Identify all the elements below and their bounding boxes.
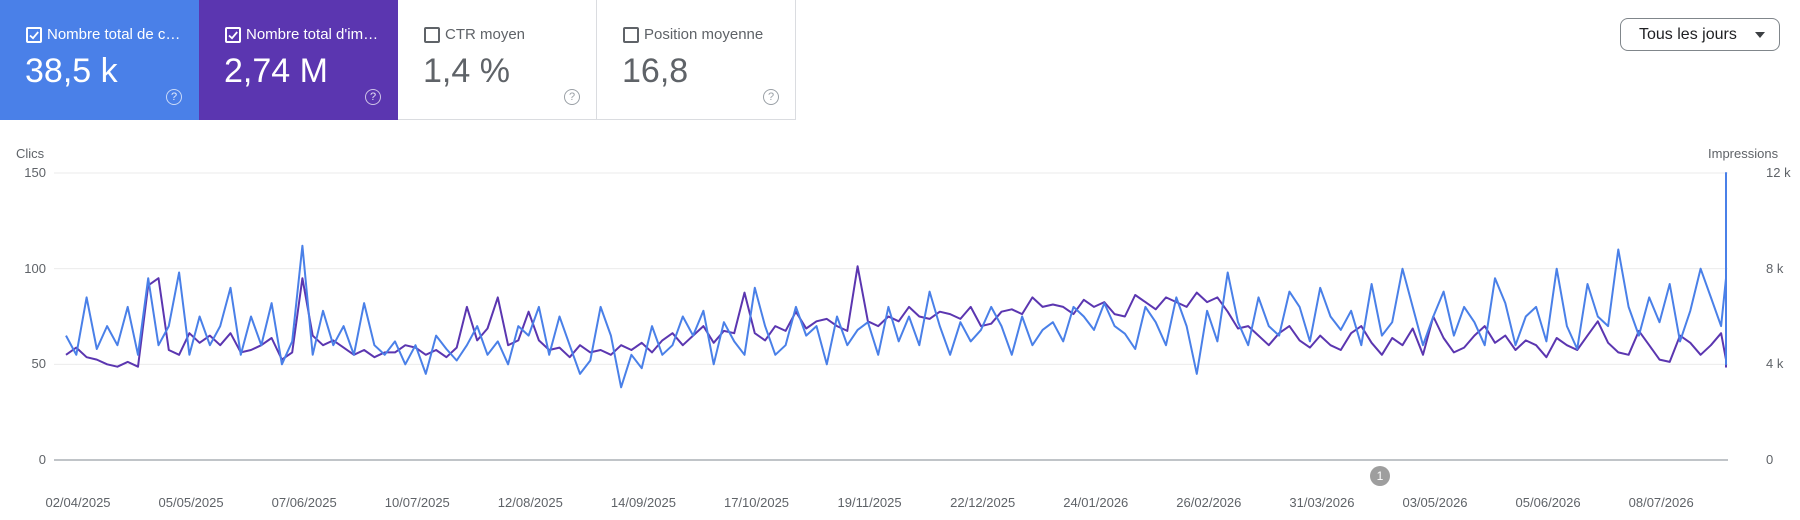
metric-value: 16,8 bbox=[622, 52, 689, 90]
checkbox-checked-icon[interactable] bbox=[225, 27, 241, 43]
y-left-tick-label: 150 bbox=[24, 165, 46, 180]
x-tick-label: 12/08/2025 bbox=[497, 495, 563, 510]
metric-card-ctr[interactable]: CTR moyen 1,4 % ? bbox=[398, 0, 597, 120]
x-tick-label: 26/02/2026 bbox=[1176, 495, 1242, 510]
metric-card-clicks[interactable]: Nombre total de c… 38,5 k ? bbox=[0, 0, 199, 120]
metric-value: 38,5 k bbox=[25, 52, 118, 90]
x-tick-label: 14/09/2025 bbox=[610, 495, 676, 510]
x-tick-label: 17/10/2025 bbox=[723, 495, 790, 510]
y-right-axis-title: Impressions bbox=[1708, 146, 1779, 161]
x-tick-label: 07/06/2025 bbox=[271, 495, 337, 510]
y-right-tick-label: 8 k bbox=[1766, 260, 1784, 276]
help-icon[interactable]: ? bbox=[763, 89, 779, 105]
x-tick-label: 24/01/2026 bbox=[1063, 495, 1129, 510]
y-left-tick-label: 50 bbox=[31, 356, 46, 372]
checkbox-checked-icon[interactable] bbox=[26, 27, 42, 43]
y-left-axis-title: Clics bbox=[16, 146, 45, 161]
y-left-tick-label: 100 bbox=[24, 260, 46, 276]
checkbox-unchecked-icon[interactable] bbox=[424, 27, 440, 43]
y-left-tick-label: 0 bbox=[38, 452, 46, 467]
x-tick-label: 19/11/2025 bbox=[837, 495, 902, 510]
series-line-clics bbox=[65, 172, 1727, 389]
date-range-selected: Tous les jours bbox=[1639, 26, 1737, 43]
metric-value: 2,74 M bbox=[224, 52, 328, 90]
x-tick-label: 31/03/2026 bbox=[1289, 495, 1355, 510]
date-range-dropdown[interactable]: Tous les jours bbox=[1620, 18, 1780, 51]
y-right-tick-label: 12 k bbox=[1766, 165, 1791, 180]
metric-card-impressions[interactable]: Nombre total d'im… 2,74 M ? bbox=[199, 0, 398, 120]
x-tick-label: 22/12/2025 bbox=[950, 495, 1016, 510]
metric-cards: Nombre total de c… 38,5 k ? Nombre total… bbox=[0, 0, 796, 120]
dropdown-arrow-icon bbox=[1755, 32, 1765, 38]
y-right-tick-label: 0 bbox=[1766, 452, 1774, 467]
x-tick-label: 02/04/2025 bbox=[45, 495, 111, 510]
x-tick-label: 10/07/2025 bbox=[384, 495, 450, 510]
help-icon[interactable]: ? bbox=[166, 89, 182, 105]
metric-card-position[interactable]: Position moyenne 16,8 ? bbox=[597, 0, 796, 120]
x-tick-label: 08/07/2026 bbox=[1628, 495, 1694, 510]
annotation-marker[interactable]: 1 bbox=[1370, 466, 1390, 486]
y-right-tick-label: 4 k bbox=[1766, 356, 1784, 372]
help-icon[interactable]: ? bbox=[365, 89, 381, 105]
metric-value: 1,4 % bbox=[423, 52, 510, 90]
x-tick-label: 05/05/2025 bbox=[158, 495, 224, 510]
x-tick-label: 03/05/2026 bbox=[1402, 495, 1468, 510]
checkbox-unchecked-icon[interactable] bbox=[623, 27, 639, 43]
x-tick-label: 05/06/2026 bbox=[1515, 495, 1581, 510]
help-icon[interactable]: ? bbox=[564, 89, 580, 105]
